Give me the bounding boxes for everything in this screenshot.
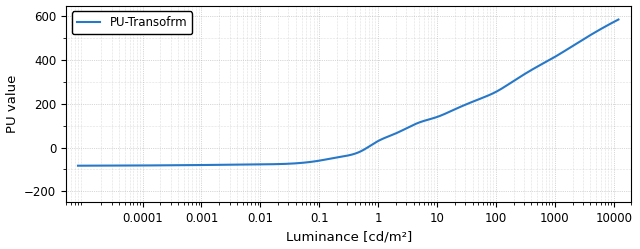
- PU-Transofrm: [168, 164, 175, 167]
- PU-Transofrm: [136, 164, 143, 167]
- Legend: PU-Transofrm: PU-Transofrm: [72, 11, 192, 34]
- Line: PU-Transofrm: PU-Transofrm: [78, 19, 618, 166]
- PU-Transofrm: [546, 58, 554, 61]
- PU-Transofrm: [614, 18, 622, 21]
- X-axis label: Luminance [cd/m²]: Luminance [cd/m²]: [285, 230, 412, 244]
- PU-Transofrm: [74, 164, 82, 167]
- Y-axis label: PU value: PU value: [6, 75, 19, 133]
- PU-Transofrm: [604, 24, 612, 27]
- PU-Transofrm: [282, 162, 289, 165]
- PU-Transofrm: [305, 161, 312, 164]
